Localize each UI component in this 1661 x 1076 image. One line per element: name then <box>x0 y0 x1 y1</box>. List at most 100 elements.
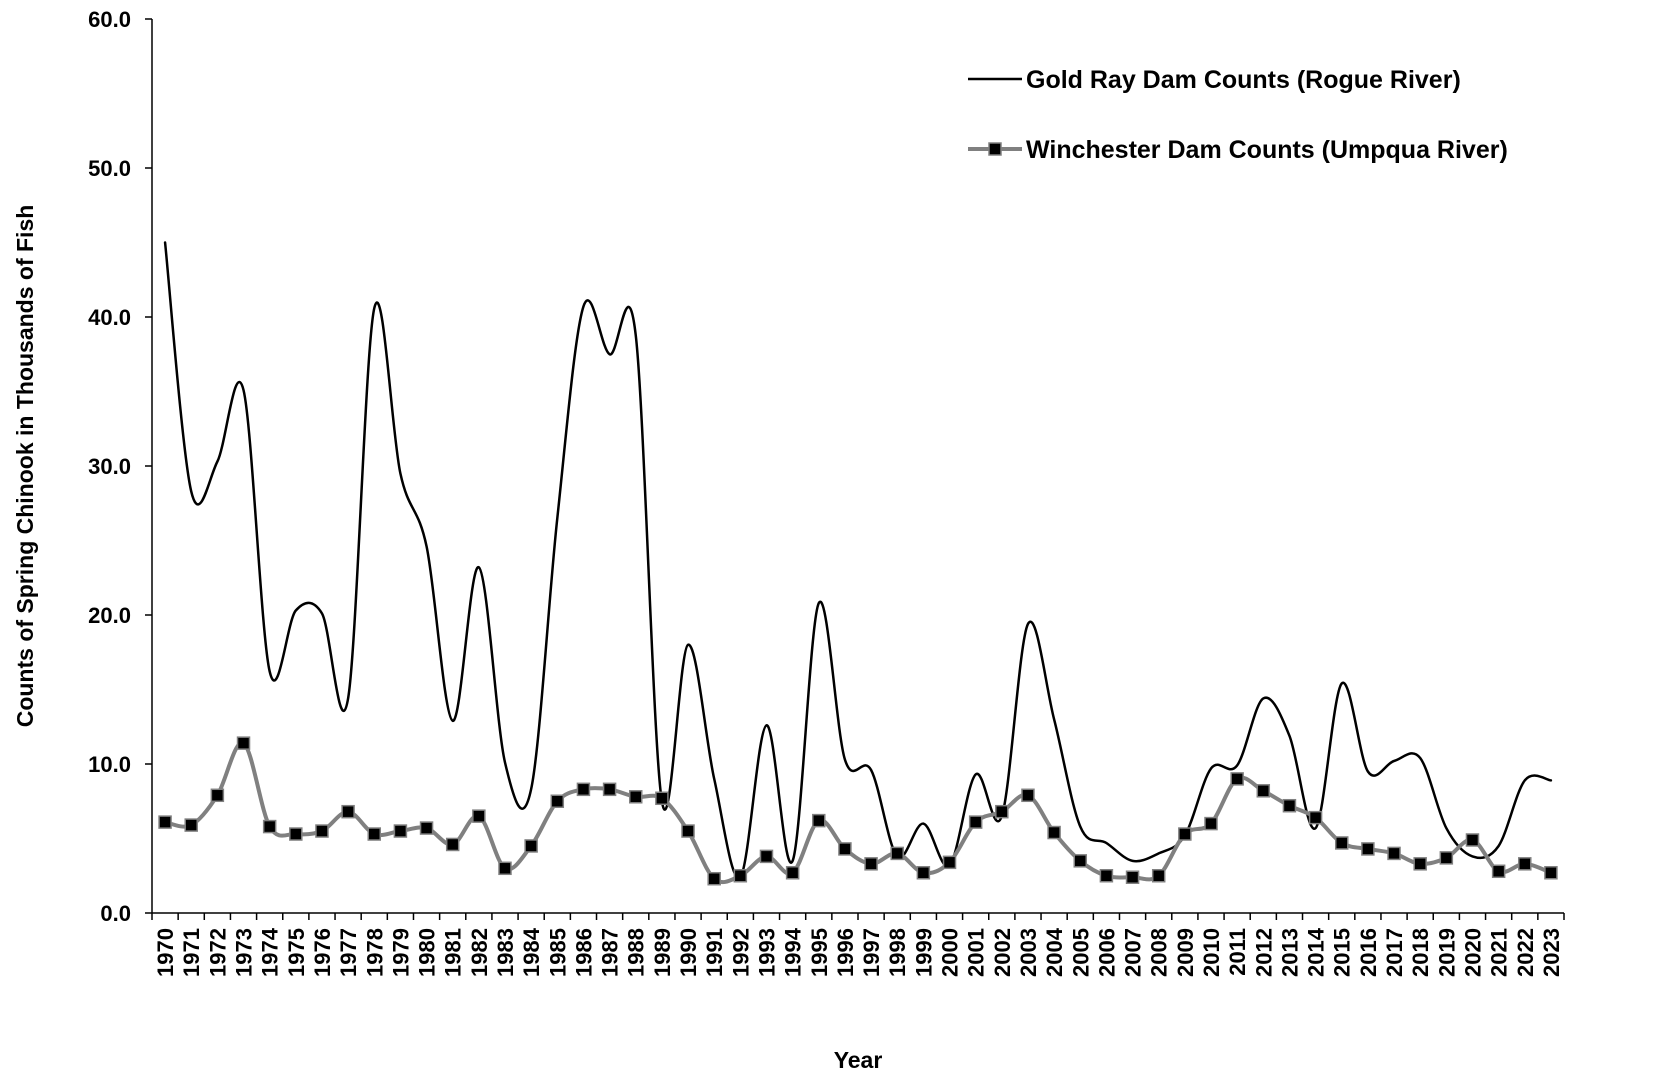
x-tick-label: 2014 <box>1304 927 1329 977</box>
data-point <box>1099 869 1114 883</box>
data-point <box>785 866 800 880</box>
y-tick-label: 60.0 <box>88 7 131 32</box>
legend-label: Gold Ray Dam Counts (Rogue River) <box>1026 66 1461 94</box>
data-point <box>184 818 198 832</box>
data-point <box>890 846 904 861</box>
x-tick-label: 1995 <box>807 928 832 977</box>
data-point <box>445 837 460 852</box>
x-tick-label: 1993 <box>754 928 779 977</box>
x-tick-label: 1978 <box>362 928 387 977</box>
x-tick-label: 2012 <box>1251 928 1276 977</box>
series <box>158 241 1558 886</box>
x-tick-label: 2003 <box>1016 928 1041 977</box>
y-tick-label: 20.0 <box>88 603 131 628</box>
x-tick-label: 2008 <box>1147 928 1172 977</box>
x-tick-label: 2021 <box>1487 928 1512 977</box>
data-point <box>472 809 486 823</box>
data-point <box>968 815 983 829</box>
data-point <box>1073 854 1088 868</box>
data-point <box>315 824 329 838</box>
x-tick-label: 1974 <box>258 927 283 977</box>
x-tick-label: 1987 <box>598 928 623 977</box>
legend: Gold Ray Dam Counts (Rogue River) Winches… <box>968 66 1508 164</box>
x-tick-label: 2002 <box>990 928 1015 977</box>
data-point <box>655 791 669 806</box>
x-tick-label: 2022 <box>1513 928 1538 977</box>
data-point <box>210 788 225 803</box>
x-tick-label: 1999 <box>911 928 936 977</box>
x-tick-label: 1998 <box>885 928 910 977</box>
data-point <box>524 839 538 853</box>
x-tick-label: 2017 <box>1382 928 1407 977</box>
x-tick-label: 1982 <box>467 928 492 977</box>
x-tick-label: 2004 <box>1042 927 1067 977</box>
data-point <box>1465 833 1480 847</box>
x-tick-label: 1991 <box>702 928 727 977</box>
y-tick-label: 10.0 <box>88 752 131 777</box>
data-point <box>942 855 957 870</box>
legend-marker <box>988 142 1002 156</box>
x-tick-label: 1997 <box>859 928 884 977</box>
x-tick-label: 2013 <box>1277 928 1302 977</box>
x-tick-label: 1990 <box>676 928 701 977</box>
data-point <box>1518 857 1532 871</box>
data-point <box>367 827 382 841</box>
x-tick-label: 1972 <box>205 928 230 977</box>
y-tick-label: 40.0 <box>88 305 131 330</box>
data-point <box>341 804 355 819</box>
x-tick-label: 2009 <box>1173 928 1198 977</box>
data-point <box>158 815 172 829</box>
x-tick-label: 1989 <box>650 928 675 977</box>
data-point <box>864 857 878 871</box>
x-tick-label: 1984 <box>519 927 544 977</box>
x-tick-label: 1971 <box>179 928 204 977</box>
data-point <box>733 869 748 883</box>
data-point <box>1491 864 1506 879</box>
data-point <box>1125 870 1140 884</box>
x-tick-label: 1983 <box>493 928 518 977</box>
x-tick-label: 2015 <box>1330 928 1355 977</box>
x-tick-label: 1988 <box>624 928 649 977</box>
data-point <box>289 827 303 841</box>
x-tick-label: 1977 <box>336 928 361 977</box>
data-point <box>1256 784 1271 798</box>
data-point <box>550 794 565 808</box>
data-point <box>838 842 852 856</box>
x-tick-label: 2007 <box>1121 928 1146 977</box>
data-point <box>916 866 931 880</box>
x-tick-label: 2019 <box>1434 928 1459 977</box>
x-tick-label: 2016 <box>1356 928 1381 977</box>
series-2 <box>158 736 1558 886</box>
x-tick-label: 1981 <box>441 928 466 977</box>
data-point <box>1047 825 1061 840</box>
data-point <box>1178 827 1192 841</box>
data-point <box>1413 857 1427 871</box>
data-point <box>1439 851 1454 865</box>
legend-item-1: Gold Ray Dam Counts (Rogue River) <box>968 66 1461 94</box>
y-axis-title: Counts of Spring Chinook in Thousands of… <box>12 205 38 728</box>
legend-item-2: Winchester Dam Counts (Umpqua River) <box>968 136 1508 164</box>
data-point <box>236 736 251 750</box>
x-tick-label: 2005 <box>1068 928 1093 977</box>
x-tick-label: 2011 <box>1225 928 1250 976</box>
series-line <box>163 741 1553 885</box>
data-point <box>1021 788 1035 803</box>
x-tick-label: 2006 <box>1094 928 1119 977</box>
x-tick-label: 2001 <box>964 928 989 977</box>
data-point <box>419 821 434 835</box>
x-tick-label: 1976 <box>310 928 335 977</box>
x-tick-label: 1973 <box>232 928 257 977</box>
data-point <box>707 871 721 886</box>
x-tick-label: 1985 <box>545 928 570 977</box>
data-point <box>1204 816 1218 831</box>
x-axis-title: Year <box>834 1047 883 1073</box>
data-point <box>1151 869 1166 883</box>
data-point <box>262 819 277 834</box>
series-line <box>163 241 1553 880</box>
x-tick-label: 1970 <box>153 928 178 977</box>
x-tick-label: 2018 <box>1408 928 1433 977</box>
data-point <box>1334 836 1349 850</box>
